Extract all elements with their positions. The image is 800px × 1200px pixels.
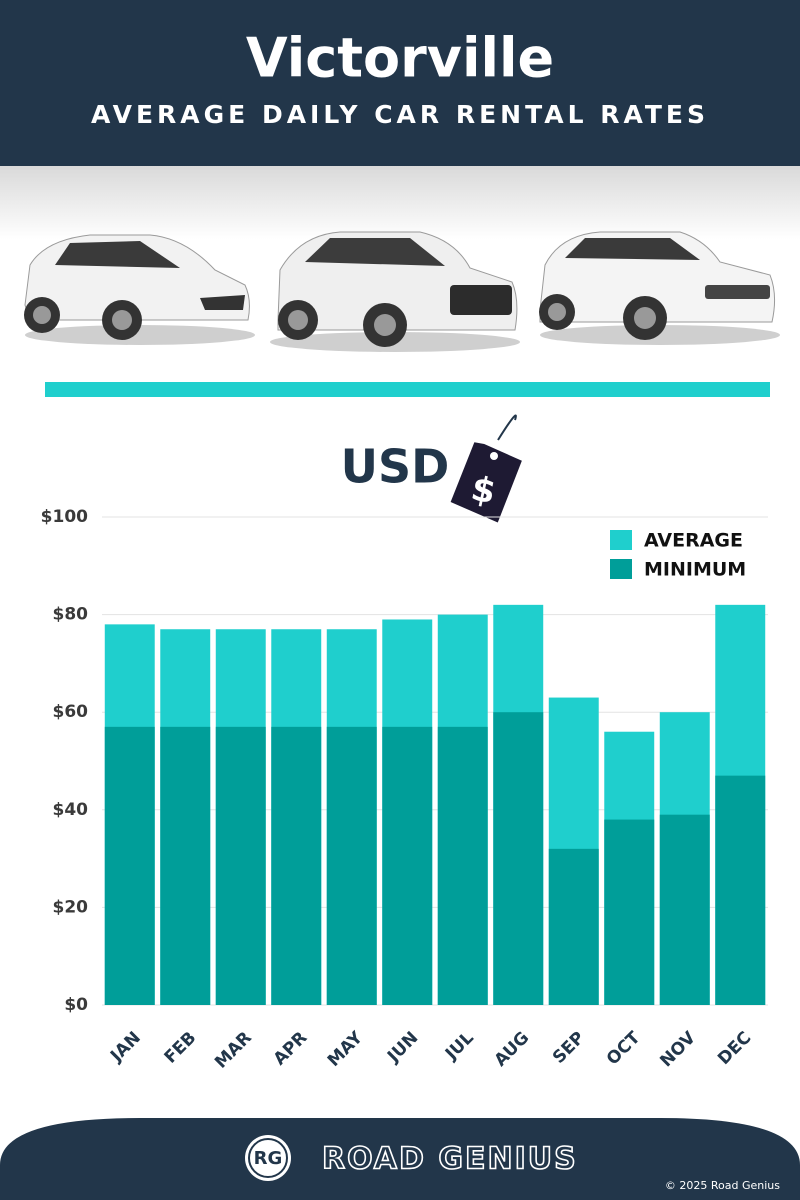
- bar: [437, 726, 488, 1005]
- y-tick-label: $40: [53, 800, 89, 820]
- bar: [715, 775, 766, 1005]
- y-tick-label: $80: [53, 605, 89, 625]
- bar: [104, 726, 155, 1005]
- logo-circle: [245, 1135, 291, 1181]
- car-hatchback: [24, 234, 255, 345]
- chart-subtitle: AVERAGE DAILY CAR RENTAL RATES: [91, 100, 709, 129]
- footer: [0, 1118, 800, 1200]
- legend-swatch: [610, 559, 632, 579]
- bar: [493, 712, 544, 1005]
- car-crossover: [539, 231, 780, 345]
- chart-title: Victorville: [246, 27, 554, 90]
- header: [0, 0, 800, 166]
- logo-text: RG: [254, 1148, 283, 1169]
- y-tick-label: $100: [41, 507, 88, 527]
- price-tag: [450, 414, 522, 523]
- y-tick-label: $20: [53, 897, 89, 917]
- bar: [326, 726, 377, 1005]
- bar: [215, 726, 266, 1005]
- logo-ring: [248, 1138, 288, 1178]
- y-tick-label: $60: [53, 702, 89, 722]
- car-suv: [270, 231, 520, 352]
- bar: [659, 814, 710, 1005]
- brand-name: ROAD GENIUS: [322, 1142, 578, 1177]
- legend-label: MINIMUM: [644, 559, 746, 581]
- bar: [604, 819, 655, 1005]
- bar: [548, 848, 599, 1005]
- bar: [382, 726, 433, 1005]
- currency-label: USD: [341, 440, 450, 494]
- legend-swatch: [610, 530, 632, 550]
- legend-label: AVERAGE: [644, 530, 743, 552]
- bar: [271, 726, 322, 1005]
- divider: [45, 382, 770, 397]
- y-tick-label: $0: [64, 995, 88, 1015]
- copyright: © 2025 Road Genius: [665, 1179, 780, 1192]
- bar: [160, 726, 211, 1005]
